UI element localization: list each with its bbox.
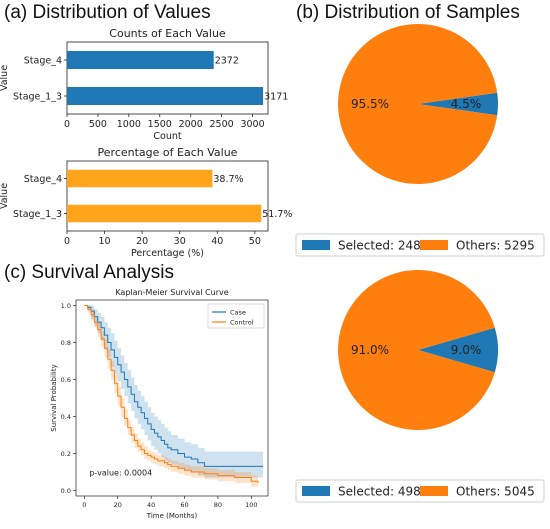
legend-swatch (420, 486, 448, 496)
bar-value-label: 51.7% (262, 209, 292, 220)
y-axis-label: Value (0, 183, 10, 209)
pie-pct-label: 95.5% (351, 97, 389, 111)
x-tick-label: 0 (64, 119, 70, 130)
bar-stage_1_3 (67, 204, 262, 223)
legend-swatch (302, 486, 330, 496)
legend-entry: Others: 5295 (456, 239, 535, 253)
legend-entry: Selected: 498 (338, 485, 421, 499)
x-tick-label: 2500 (210, 119, 234, 130)
x-tick-label: 80 (214, 501, 222, 509)
km-line-control (84, 305, 259, 484)
x-tick-label: 100 (245, 501, 257, 509)
bar-value-label: 3171 (264, 92, 288, 103)
x-tick-label: 0 (64, 236, 70, 247)
pie-pct-label: 91.0% (351, 343, 389, 357)
x-tick-label: 2000 (179, 119, 203, 130)
bar-stage_4 (67, 51, 214, 69)
y-axis-label: Survival Probability (50, 364, 58, 431)
chart-title: Counts of Each Value (109, 27, 226, 40)
bar-value-label: 38.7% (213, 174, 243, 185)
pie-pct-label: 9.0% (451, 343, 482, 357)
x-tick-label: 1000 (117, 119, 141, 130)
pie-pct-label: 4.5% (451, 97, 482, 111)
y-tick-label: Stage_4 (24, 56, 62, 67)
y-tick-label: 0.4 (61, 413, 71, 421)
plot-frame (66, 160, 269, 232)
x-axis-label: Percentage (%) (131, 248, 204, 259)
bar-stage_4 (67, 169, 213, 188)
legend-swatch (420, 240, 448, 250)
legend-swatch (302, 240, 330, 250)
bar-stage_1_3 (67, 87, 264, 105)
x-tick-label: 30 (174, 236, 186, 247)
panel-b-title: (b) Distribution of Samples (296, 2, 520, 23)
y-tick-label: 0.0 (61, 487, 71, 495)
legend-entry: Selected: 248 (338, 239, 421, 253)
bar-value-label: 2372 (215, 56, 239, 67)
x-tick-label: 40 (211, 236, 223, 247)
y-tick-label: Stage_4 (24, 174, 62, 185)
y-tick-label: 0.8 (61, 339, 71, 347)
x-tick-label: 500 (89, 119, 107, 130)
x-tick-label: 40 (147, 501, 155, 509)
pie-slice-selected (418, 92, 499, 116)
plot-frame (75, 299, 269, 497)
x-axis-label: Count (153, 131, 181, 142)
x-tick-label: 1500 (148, 119, 172, 130)
y-tick-label: Stage_1_3 (13, 92, 62, 103)
x-axis-label: Time (Months) (146, 512, 198, 520)
pie-slice-others (338, 270, 495, 430)
plot-frame (66, 41, 269, 115)
y-tick-label: 0.2 (61, 450, 71, 458)
y-tick-label: 1.0 (61, 302, 71, 310)
ci-band-case (84, 305, 263, 478)
x-tick-label: 0 (82, 501, 86, 509)
x-tick-label: 20 (136, 236, 148, 247)
legend-entry: Others: 5045 (456, 485, 535, 499)
panel-a-title: (a) Distribution of Values (4, 2, 211, 23)
legend-entry: Control (230, 319, 254, 327)
x-tick-label: 10 (99, 236, 111, 247)
x-tick-label: 50 (249, 236, 261, 247)
legend-entry: Case (230, 309, 246, 317)
y-axis-label: Value (0, 65, 10, 91)
pie-slice-selected (418, 327, 499, 373)
chart-title: Kaplan-Meier Survival Curve (115, 288, 228, 297)
chart-title: Percentage of Each Value (98, 146, 238, 159)
pie-slice-others (338, 23, 498, 184)
x-tick-label: 60 (180, 501, 188, 509)
x-tick-label: 3000 (240, 119, 264, 130)
x-tick-label: 20 (114, 501, 122, 509)
km-line-case (84, 305, 263, 467)
panel-c-title: (c) Survival Analysis (4, 262, 174, 283)
y-tick-label: Stage_1_3 (13, 209, 62, 220)
p-value-annotation: p-value: 0.0004 (89, 469, 152, 478)
y-tick-label: 0.6 (61, 376, 71, 384)
